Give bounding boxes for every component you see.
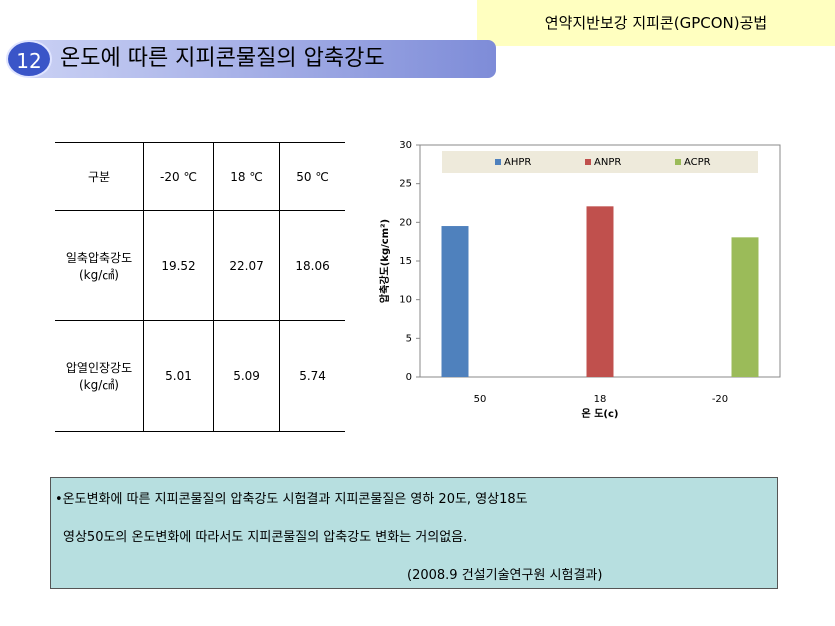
title-bar (30, 40, 496, 78)
note-box: •온도변화에 따른 지피콘물질의 압축강도 시험결과 지피콘물질은 영하 20도… (50, 477, 778, 589)
legend-box (442, 151, 758, 173)
y-tick-label: 20 (399, 217, 412, 228)
x-axis-label: 온 도(c) (582, 408, 619, 420)
table-cell: 22.07 (212, 210, 280, 321)
legend-swatch (585, 159, 591, 165)
table-cell: 5.09 (212, 320, 280, 432)
bar (586, 206, 614, 377)
x-tick-label: 50 (474, 394, 487, 405)
section-number: 12 (6, 40, 52, 78)
header-subtitle: 연약지반보강 지피콘(GPCON)공법 (477, 0, 835, 46)
table-cell: 5.01 (143, 320, 214, 432)
legend-label: ACPR (684, 157, 711, 168)
table-row: 일축압축강도(kg/㎠) 19.52 22.07 18.06 (55, 210, 345, 321)
note-line: 영상50도의 온도변화에 따라서도 지피콘물질의 압축강도 변화는 거의없음. (63, 530, 468, 545)
note-line: (2008.9 건설기술연구원 시험결과) (407, 568, 603, 583)
legend-swatch (675, 159, 681, 165)
table-cell: 19.52 (143, 210, 214, 321)
table-cell: 50 ℃ (279, 142, 345, 211)
legend-swatch (495, 159, 501, 165)
y-tick-label: 0 (406, 372, 412, 383)
table-cell: 18.06 (279, 210, 345, 321)
x-tick-label: -20 (712, 394, 728, 405)
table-cell: 18 ℃ (212, 142, 280, 211)
bar (731, 237, 759, 377)
legend-label: AHPR (504, 157, 531, 168)
y-axis-label: 압축강도(kg/cm²) (378, 219, 391, 303)
title: 온도에 따른 지피콘물질의 압축강도 (60, 46, 385, 71)
y-tick-label: 10 (399, 295, 412, 306)
y-tick-label: 25 (399, 179, 412, 190)
y-tick-label: 15 (399, 256, 412, 267)
data-table: 구분 -20 ℃ 18 ℃ 50 ℃ 일축압축강도(kg/㎠) 19.52 22.07 18.… (55, 142, 345, 432)
table-row: 압열인장강도(kg/㎠) 5.01 5.09 5.74 (55, 320, 345, 432)
legend-label: ANPR (594, 157, 621, 168)
y-tick-label: 30 (399, 140, 412, 151)
table-cell: -20 ℃ (143, 142, 214, 211)
table-cell: 구분 (55, 142, 144, 211)
note-line: •온도변화에 따른 지피콘물질의 압축강도 시험결과 지피콘물질은 영하 20도… (55, 492, 528, 507)
table-row: 구분 -20 ℃ 18 ℃ 50 ℃ (55, 142, 345, 211)
table-cell: 압열인장강도(kg/㎠) (55, 320, 144, 432)
y-tick-label: 5 (406, 333, 412, 344)
x-tick-label: 18 (594, 394, 607, 405)
bar (441, 226, 469, 377)
table-cell: 5.74 (279, 320, 345, 432)
